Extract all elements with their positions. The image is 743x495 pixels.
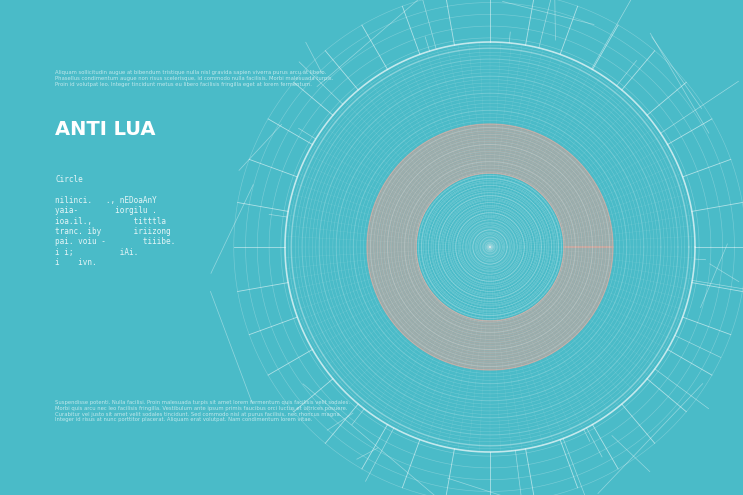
Text: ANTI LUA: ANTI LUA bbox=[55, 120, 155, 139]
Text: Suspendisse potenti. Nulla facilisi. Proin malesuada turpis sit amet lorem ferme: Suspendisse potenti. Nulla facilisi. Pro… bbox=[55, 400, 350, 422]
Polygon shape bbox=[367, 124, 613, 370]
Text: Aliquam sollicitudin augue at bibendum tristique nulla nisl gravida sapien viver: Aliquam sollicitudin augue at bibendum t… bbox=[55, 70, 334, 87]
Text: Circle

nilinci.   ., nEDoaAnY
yaia-        iorgilu .
ioa.il.,         titttla
t: Circle nilinci. ., nEDoaAnY yaia- iorgil… bbox=[55, 175, 175, 267]
